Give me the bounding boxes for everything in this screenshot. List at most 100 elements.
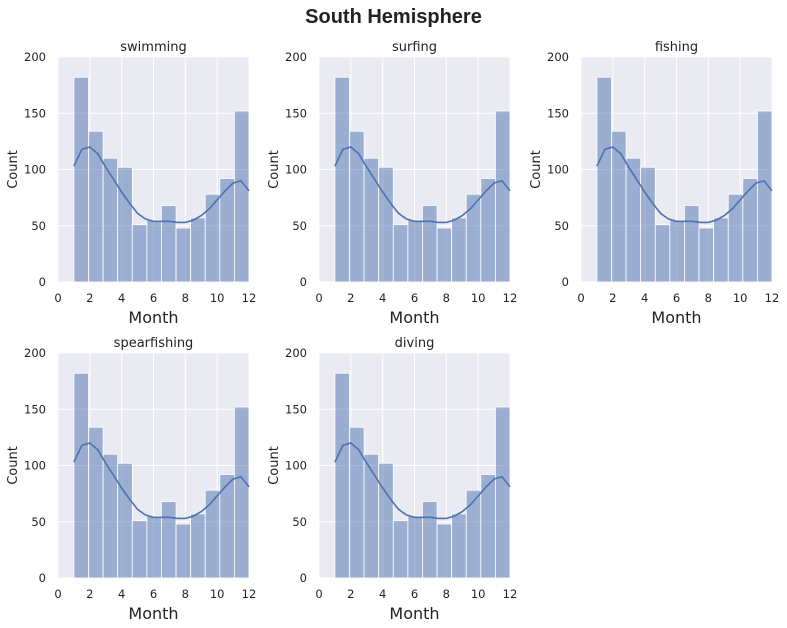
y-tick-label: 200: [24, 50, 46, 64]
x-tick-label: 2: [86, 587, 93, 601]
x-tick-label: 0: [577, 291, 584, 305]
y-axis-label: Count: [529, 150, 544, 189]
y-tick-label: 150: [547, 106, 569, 120]
y-axis-label: Count: [6, 446, 21, 485]
x-tick-label: 12: [242, 587, 257, 601]
histogram-bar: [392, 520, 409, 579]
x-tick-label: 12: [242, 291, 257, 305]
x-tick-label: 4: [118, 291, 125, 305]
x-tick-label: 10: [471, 291, 486, 305]
histogram-bar: [204, 489, 221, 579]
x-tick-label: 10: [471, 587, 486, 601]
y-tick-label: 200: [285, 50, 307, 64]
histogram-bar: [175, 227, 192, 283]
x-tick-label: 8: [443, 587, 450, 601]
histogram-bar: [495, 406, 511, 579]
x-axis-label: Month: [389, 308, 439, 327]
x-tick-label: 10: [210, 587, 225, 601]
x-tick-label: 12: [503, 291, 518, 305]
histogram-bar: [349, 426, 365, 579]
y-tick-label: 150: [285, 402, 307, 416]
x-tick-label: 12: [503, 587, 518, 601]
y-tick-label: 100: [285, 163, 307, 177]
subplot-title: surfing: [392, 40, 437, 55]
subplot-title: fishing: [655, 40, 698, 55]
x-tick-label: 4: [379, 587, 386, 601]
histogram-bar: [363, 453, 380, 579]
y-tick-label: 50: [292, 219, 307, 233]
histogram-bar: [654, 224, 671, 283]
x-tick-label: 0: [315, 587, 322, 601]
y-tick-label: 50: [554, 219, 569, 233]
histogram-bar: [190, 217, 206, 283]
x-tick-label: 0: [54, 291, 61, 305]
y-tick-label: 150: [24, 402, 46, 416]
histogram-bar: [757, 110, 773, 283]
y-tick-label: 50: [31, 219, 46, 233]
histogram-bar: [727, 193, 744, 283]
y-tick-label: 0: [39, 571, 46, 585]
kde-line: [596, 146, 773, 224]
x-tick-label: 4: [379, 291, 386, 305]
histogram-bar: [713, 217, 729, 283]
histogram-bar: [625, 157, 642, 283]
histogram-bar: [334, 76, 350, 283]
kde-line: [334, 442, 511, 520]
subplot-spearfishing: 0 2 4 6 8 10 12 0 50 100 150 200 spearfishing Month Co…: [6, 336, 256, 623]
histogram-bar: [117, 166, 133, 283]
y-tick-label: 100: [547, 163, 569, 177]
y-tick-label: 100: [285, 459, 307, 473]
y-axis-label: Count: [267, 446, 282, 485]
histogram-bar: [684, 205, 700, 283]
histogram-bar: [117, 462, 133, 579]
histogram-bar: [436, 227, 453, 283]
histogram-bar: [407, 219, 423, 283]
x-tick-label: 8: [443, 291, 450, 305]
y-tick-label: 0: [39, 275, 46, 289]
x-tick-label: 8: [182, 291, 189, 305]
histogram-bar: [204, 193, 221, 283]
histogram-bar: [349, 130, 365, 283]
x-tick-label: 10: [733, 291, 748, 305]
histogram-bar: [451, 217, 467, 283]
histogram-bar: [102, 453, 119, 579]
x-tick-label: 6: [150, 587, 157, 601]
x-axis-label: Month: [651, 308, 701, 327]
x-tick-label: 8: [182, 587, 189, 601]
histogram-bar: [334, 372, 350, 579]
histogram-bar: [146, 515, 162, 579]
histogram-bar: [131, 520, 148, 579]
histogram-bar: [378, 462, 394, 579]
x-tick-label: 8: [705, 291, 712, 305]
y-tick-label: 0: [300, 275, 307, 289]
histogram-bar: [175, 523, 192, 579]
y-axis-label: Count: [6, 150, 21, 189]
subplot-swimming: 0 2 4 6 8 10 12 0 50 100 150 200 swimming Month Count: [6, 40, 256, 327]
subplot-fishing: 0 2 4 6 8 10 12 0 50 100 150 200 fishing Month Count: [529, 40, 779, 327]
x-tick-label: 2: [86, 291, 93, 305]
histogram-bar: [698, 227, 715, 283]
histogram-bar: [392, 224, 409, 283]
histogram-bar: [73, 372, 89, 579]
x-tick-label: 12: [765, 291, 780, 305]
x-tick-label: 4: [641, 291, 648, 305]
subplot-title: spearfishing: [114, 336, 194, 351]
y-axis-label: Count: [267, 150, 282, 189]
y-tick-label: 150: [285, 106, 307, 120]
x-axis-label: Month: [389, 604, 439, 623]
x-tick-label: 0: [315, 291, 322, 305]
histogram-bar: [234, 406, 250, 579]
subplot-title: diving: [395, 336, 435, 351]
x-tick-label: 6: [411, 291, 418, 305]
histogram-bar: [407, 515, 423, 579]
x-tick-label: 6: [673, 291, 680, 305]
histogram-bar: [234, 110, 250, 283]
y-tick-label: 0: [300, 571, 307, 585]
histogram-bar: [596, 76, 612, 283]
x-tick-label: 6: [150, 291, 157, 305]
histogram-bar: [131, 224, 148, 283]
x-tick-label: 2: [347, 291, 354, 305]
y-tick-label: 50: [31, 515, 46, 529]
x-tick-label: 2: [609, 291, 616, 305]
